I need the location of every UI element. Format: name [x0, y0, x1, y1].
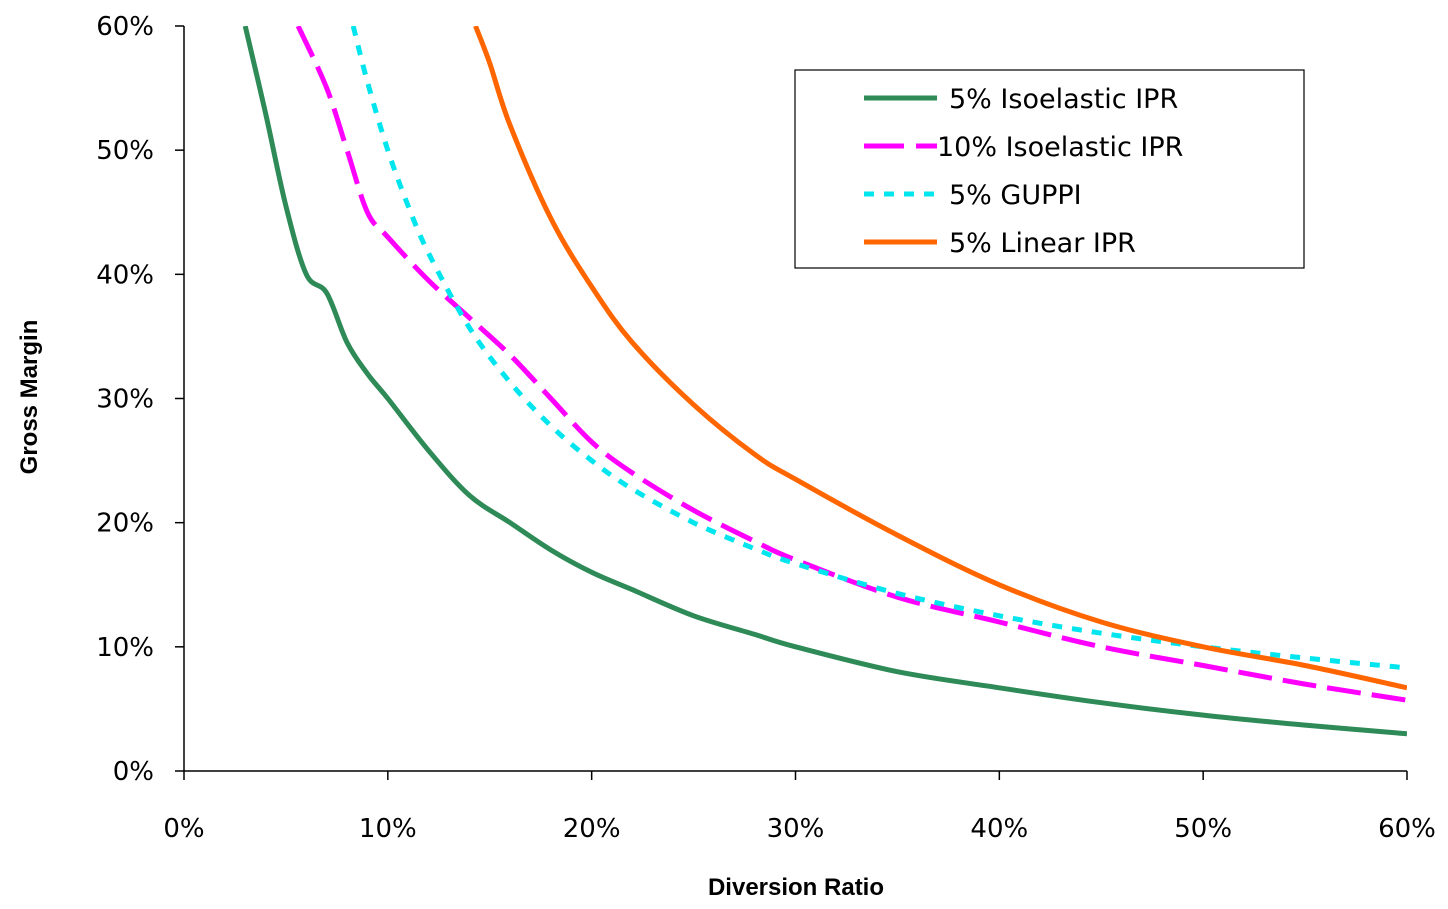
y-tick-label: 40%	[96, 260, 154, 290]
legend-label-3: 5% Linear IPR	[949, 228, 1136, 259]
y-tick-label: 20%	[96, 509, 154, 539]
x-tick-label: 40%	[970, 814, 1028, 844]
series-line-0	[242, 26, 1407, 737]
series-line-2	[350, 26, 1407, 671]
x-tick-label: 30%	[767, 814, 825, 844]
y-tick-label: 50%	[96, 136, 154, 166]
x-tick-label: 20%	[563, 814, 621, 844]
series-layer	[242, 26, 1407, 737]
x-tick-label: 0%	[163, 814, 204, 844]
y-tick-label: 10%	[96, 633, 154, 663]
y-tick-label: 30%	[96, 385, 154, 415]
x-tick-label: 60%	[1378, 814, 1436, 844]
y-axis-title: Gross Margin	[16, 320, 43, 475]
legend-box	[794, 69, 1305, 269]
legend: 5% Isoelastic IPR 10% Isoelastic IPR 5% GU…	[794, 69, 1305, 269]
y-tick-label: 0%	[113, 757, 154, 787]
legend-label-0: 5% Isoelastic IPR	[949, 84, 1178, 115]
x-axis-title: Diversion Ratio	[708, 874, 884, 901]
y-tick-label: 60%	[96, 12, 154, 42]
legend-label-2: 5% GUPPI	[949, 180, 1082, 211]
x-tick-label: 50%	[1174, 814, 1232, 844]
axes-layer: 0% 10% 20% 30% 40% 50% 60% 0% 10% 20% 30% 40% 50% 60%	[96, 12, 1436, 844]
series-line-1	[295, 26, 1407, 703]
series-line-3	[473, 26, 1407, 691]
x-tick-label: 10%	[359, 814, 417, 844]
legend-label-1: 10% Isoelastic IPR	[937, 132, 1183, 163]
